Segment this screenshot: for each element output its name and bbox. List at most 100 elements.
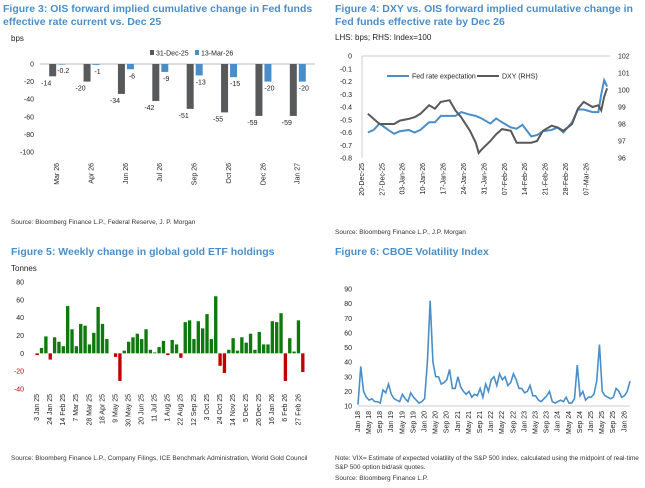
bar [87, 344, 92, 354]
y-tick-label: 50 [344, 345, 352, 352]
x-tick-label: 22 Aug 25 [178, 394, 185, 426]
y-tick-label: -20 [24, 79, 34, 86]
y-tick-label: 60 [344, 330, 352, 337]
data-label: -59 [282, 120, 292, 127]
data-label: -0.2 [57, 68, 69, 75]
y-tick-label: -0.7 [340, 143, 352, 150]
y-tick-label: 0 [30, 62, 34, 69]
y2-tick-label: 101 [618, 71, 630, 78]
x-tick-label: 5 Dec 25 [243, 394, 250, 422]
legend-label: DXY (RHS) [502, 74, 538, 81]
x-tick-label: May 24 [566, 411, 573, 434]
bar [44, 336, 48, 354]
bar [61, 346, 65, 354]
bar-1 [230, 64, 238, 78]
data-label: -20 [299, 86, 309, 93]
bar [83, 325, 87, 354]
y-tick-label: 30 [344, 374, 352, 381]
x-tick-label: Sep 26 [192, 163, 199, 185]
bar [92, 332, 96, 354]
bar [131, 337, 135, 354]
bar [227, 349, 231, 354]
figure-5-source: Source: Bloomberg Finance L.P., Company … [11, 455, 308, 462]
bar [301, 353, 305, 373]
x-tick-label: Dec 26 [260, 163, 267, 185]
x-tick-label: Sep 23 [544, 411, 551, 433]
data-label: -20 [264, 86, 274, 93]
x-tick-label: 14-Feb-26 [522, 163, 529, 195]
x-tick-label: 30 May 25 [125, 394, 132, 427]
bar [79, 323, 83, 354]
x-tick-label: 14 Nov 25 [230, 394, 237, 426]
x-tick-label: 10-Jan-26 [420, 163, 427, 195]
bar [135, 333, 140, 354]
y-tick-label: 60 [16, 297, 24, 304]
bar [170, 339, 174, 354]
bar [105, 339, 109, 354]
x-tick-label: 7 Mar 25 [73, 394, 80, 422]
x-tick-label: 16 Jan 26 [269, 394, 276, 425]
y-tick-label: 0 [348, 54, 352, 61]
figure-4-title: Figure 4: DXY vs. OIS forward implied cu… [335, 3, 633, 28]
bar [296, 320, 301, 354]
x-tick-label: 24 Oct 25 [217, 394, 224, 424]
figure-3-source: Source: Bloomberg Finance L.P., Federal … [11, 219, 196, 226]
x-tick-label: 11 Jul 25 [152, 394, 159, 422]
y-tick-label: 40 [16, 315, 24, 322]
y-tick-label: -0.6 [340, 130, 352, 137]
data-label: -15 [230, 81, 240, 88]
y-tick-label: 90 [344, 287, 352, 294]
x-tick-label: May 19 [399, 411, 406, 434]
bar [261, 344, 266, 354]
bar [161, 340, 166, 354]
bar [140, 339, 144, 354]
y2-tick-label: 98 [618, 122, 626, 129]
x-tick-label: Jan 22 [488, 411, 495, 432]
x-tick-label: Jan 20 [421, 411, 428, 432]
x-tick-label: 03-Jan-26 [400, 163, 407, 195]
x-tick-label: Oct 26 [226, 163, 233, 184]
x-tick-label: 24-Jan-26 [461, 163, 468, 195]
figure-5-unit: Tonnes [11, 264, 37, 273]
y-tick-label: -0.4 [340, 105, 352, 112]
figure-4-unit: LHS: bps; RHS: Index=100 [335, 33, 432, 42]
legend-label: 13-Mar-26 [201, 51, 233, 58]
x-tick-label: Jan 18 [355, 411, 362, 432]
y-tick-label: -0.1 [340, 66, 352, 73]
bar-1 [195, 64, 203, 76]
figure-5-title: Figure 5: Weekly change in global gold E… [11, 246, 275, 258]
x-tick-label: 07-Mar-26 [584, 163, 591, 195]
data-label: -55 [213, 116, 223, 123]
figure-3-title: Figure 3: OIS forward implied cumulative… [3, 3, 313, 28]
x-tick-label: Jan 21 [455, 411, 462, 432]
bar [244, 342, 248, 354]
x-tick-label: 21-Feb-26 [543, 163, 550, 195]
x-tick-label: Jan 24 [555, 411, 562, 432]
x-tick-label: 31-Jan-26 [481, 163, 488, 195]
bar [279, 313, 283, 354]
bar [48, 353, 52, 360]
vix-line [357, 300, 631, 405]
x-tick-label: 27 Feb 26 [295, 394, 302, 426]
y-tick-label: 20 [16, 333, 24, 340]
bar [200, 328, 205, 354]
bar-0 [117, 64, 125, 94]
bar-0 [186, 64, 194, 109]
y-tick-label: -40 [14, 387, 24, 394]
bar [52, 337, 57, 354]
bar [283, 353, 288, 381]
y-tick-label: 10 [344, 404, 352, 411]
bar [100, 323, 105, 354]
x-tick-label: Jan 19 [388, 411, 395, 432]
legend-swatch [195, 50, 199, 55]
data-label: -13 [196, 79, 206, 86]
legend-label: 31-Dec-25 [156, 51, 189, 58]
x-tick-label: 28-Feb-26 [563, 163, 570, 195]
x-tick-label: 14 Feb 25 [60, 394, 67, 426]
bar [153, 352, 157, 354]
x-tick-label: 3 Oct 25 [204, 394, 211, 421]
y-tick-label: 40 [344, 360, 352, 367]
data-label: -9 [163, 76, 169, 83]
figure-6-note: Note: VIX= Estimate of expected volatili… [335, 455, 639, 471]
y-tick-label: -100 [20, 150, 34, 157]
